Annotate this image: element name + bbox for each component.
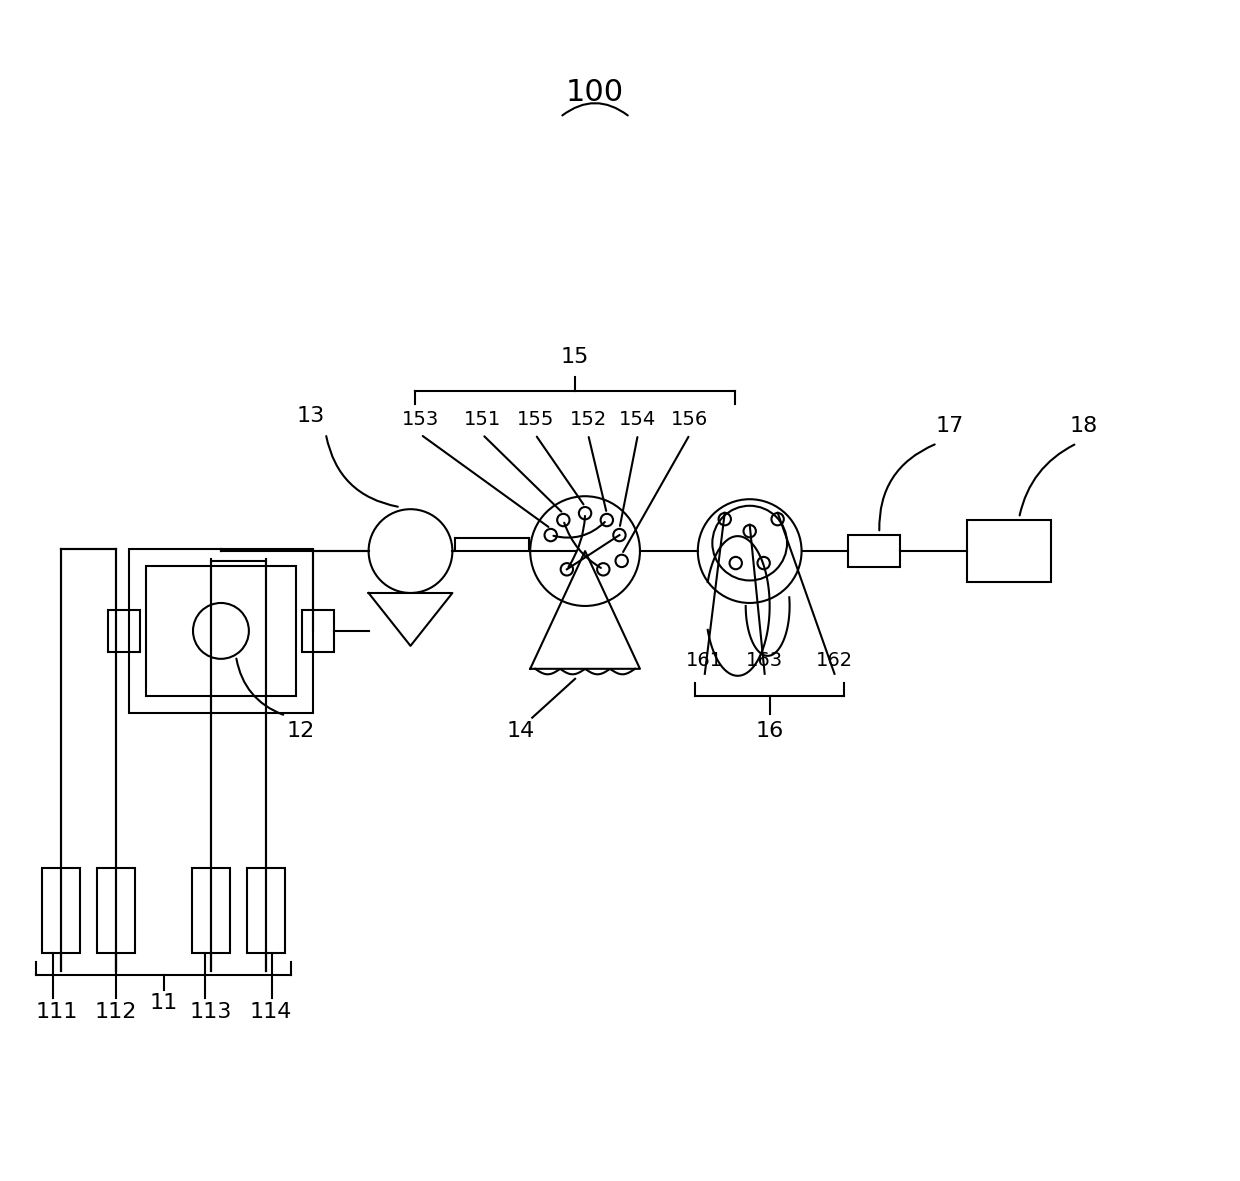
Polygon shape — [531, 552, 640, 668]
Bar — [146, 566, 296, 696]
Text: 154: 154 — [619, 410, 657, 429]
Text: 152: 152 — [569, 410, 606, 429]
Text: 163: 163 — [746, 652, 784, 671]
Text: 16: 16 — [755, 720, 784, 740]
Text: 151: 151 — [464, 410, 501, 429]
Text: 11: 11 — [150, 993, 177, 1013]
Bar — [967, 520, 1052, 582]
Polygon shape — [368, 593, 453, 646]
Text: 162: 162 — [816, 652, 853, 671]
Text: 113: 113 — [190, 1001, 232, 1022]
Text: 100: 100 — [565, 78, 624, 106]
Text: 15: 15 — [560, 346, 589, 366]
Text: 18: 18 — [1070, 417, 1099, 437]
Text: 14: 14 — [506, 720, 534, 740]
Bar — [97, 868, 135, 953]
Text: 112: 112 — [95, 1001, 138, 1022]
Bar — [848, 535, 900, 567]
Text: 156: 156 — [671, 410, 708, 429]
Bar — [301, 609, 334, 652]
Text: 13: 13 — [296, 406, 325, 426]
Text: 114: 114 — [249, 1001, 291, 1022]
Text: 153: 153 — [402, 410, 439, 429]
Bar — [42, 868, 81, 953]
Text: 155: 155 — [517, 410, 554, 429]
Bar — [108, 609, 140, 652]
Text: 111: 111 — [35, 1001, 78, 1022]
Bar — [192, 868, 229, 953]
Text: 12: 12 — [286, 720, 315, 740]
Bar — [247, 868, 285, 953]
Text: 17: 17 — [935, 417, 963, 437]
Text: 161: 161 — [686, 652, 723, 671]
Bar — [129, 549, 314, 713]
